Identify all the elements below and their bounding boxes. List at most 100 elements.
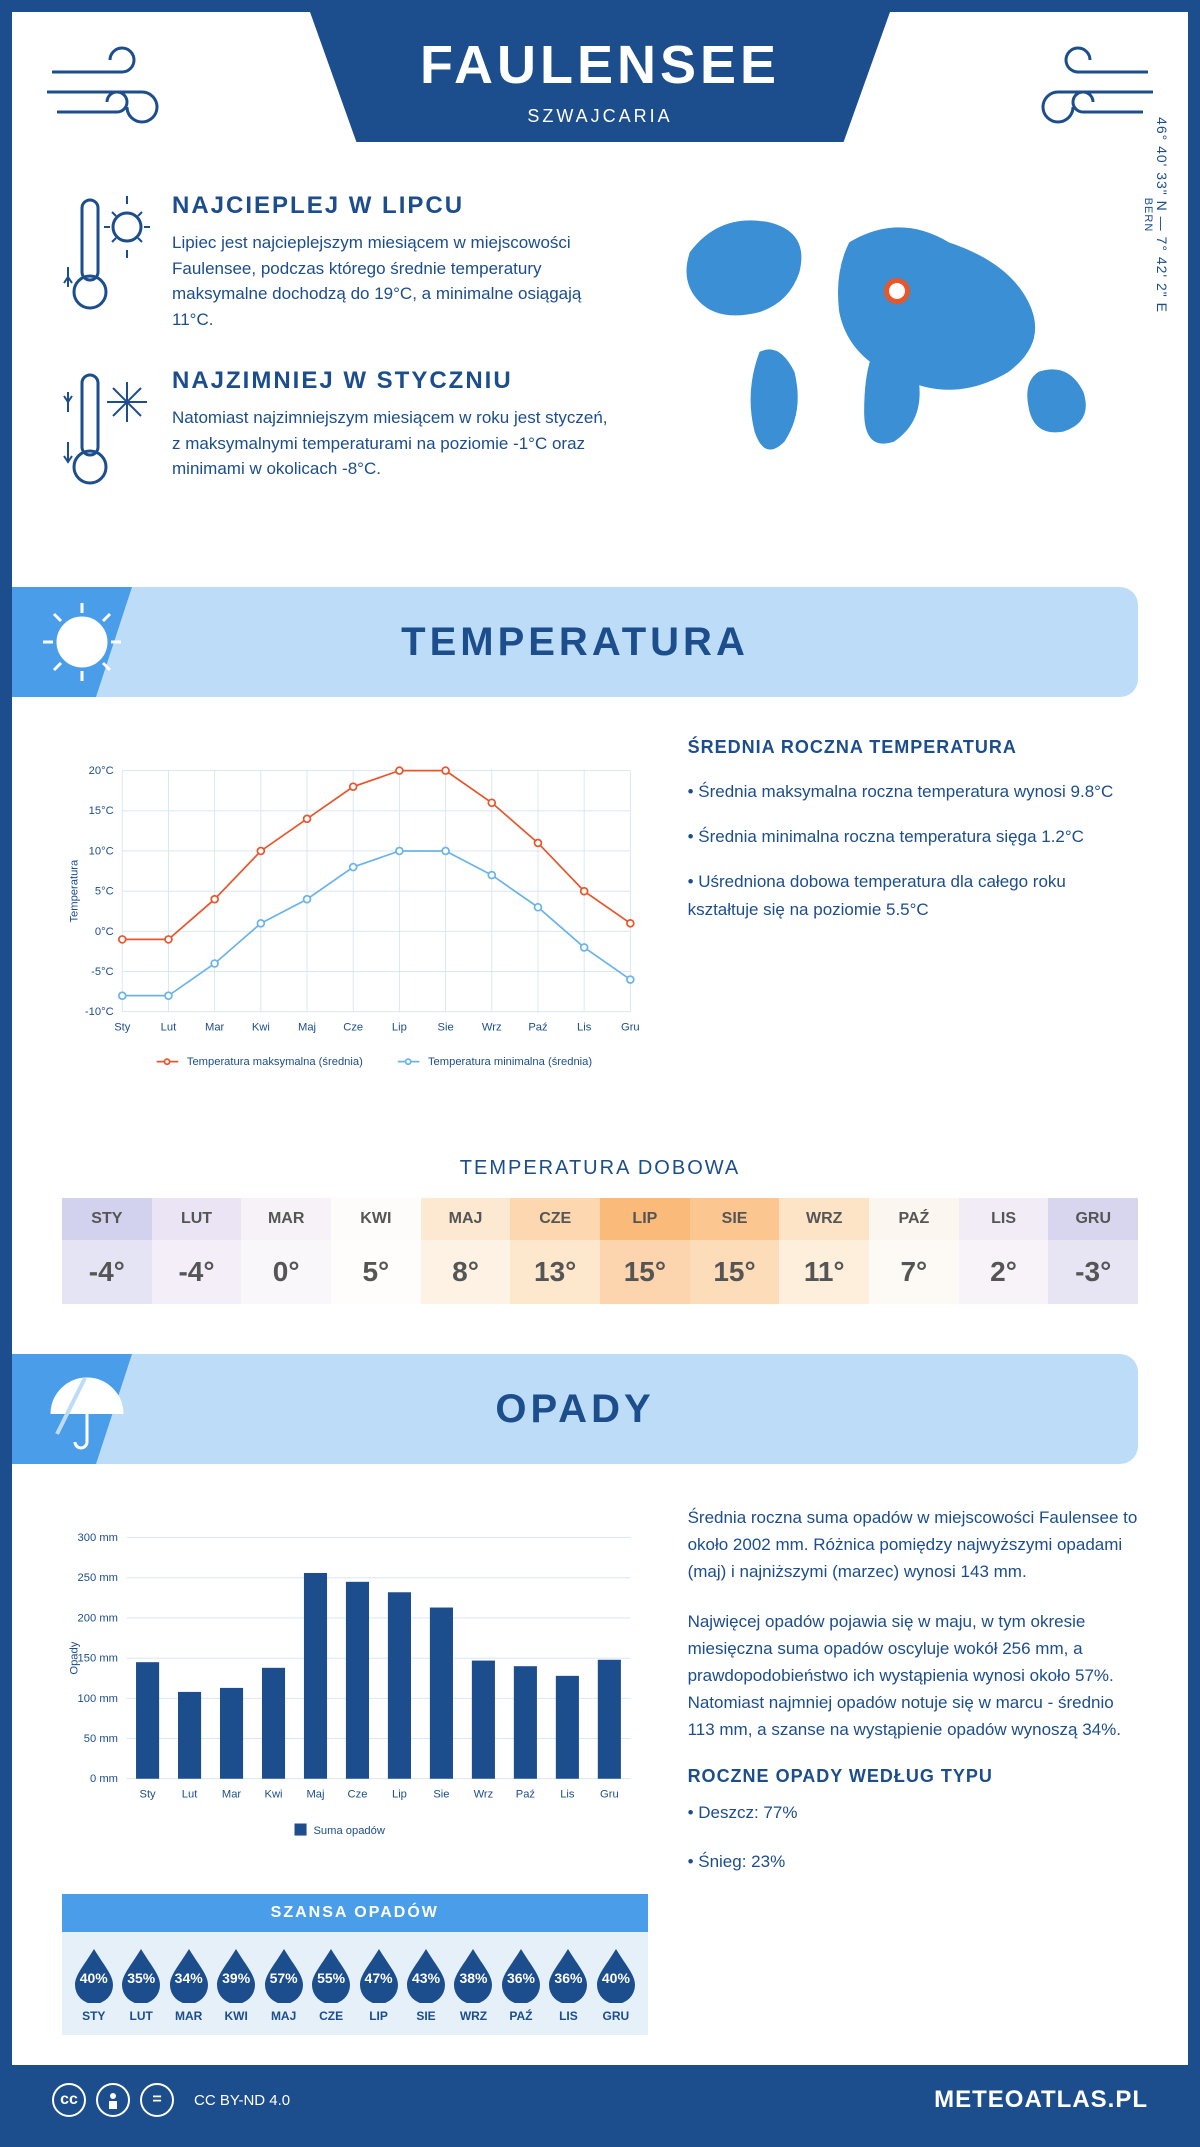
thermometer-hot-icon xyxy=(62,192,152,332)
svg-text:5°C: 5°C xyxy=(95,886,114,898)
rain-chance-item: 38% WRZ xyxy=(450,1947,497,2023)
fact-warmest: NAJCIEPLEJ W LIPCU Lipiec jest najcieple… xyxy=(62,192,610,332)
temp-summary-p3: • Uśredniona dobowa temperatura dla całe… xyxy=(688,868,1138,922)
temp-summary-p1: • Średnia maksymalna roczna temperatura … xyxy=(688,778,1138,805)
raindrop-icon: 40% xyxy=(593,1947,639,2003)
svg-text:Gru: Gru xyxy=(600,1789,619,1801)
daily-cell: PAŹ 7° xyxy=(869,1198,959,1304)
svg-text:Paź: Paź xyxy=(528,1022,548,1034)
raindrop-icon: 36% xyxy=(545,1947,591,2003)
rain-chance-item: 57% MAJ xyxy=(260,1947,307,2023)
temp-summary-p2: • Średnia minimalna roczna temperatura s… xyxy=(688,823,1138,850)
thermometer-cold-icon xyxy=(62,367,152,502)
temperature-summary: ŚREDNIA ROCZNA TEMPERATURA • Średnia mak… xyxy=(688,737,1138,1102)
footer: cc = CC BY-ND 4.0 METEOATLAS.PL xyxy=(12,2065,1188,2135)
precip-p2: Najwięcej opadów pojawia się w maju, w t… xyxy=(688,1608,1138,1744)
nd-icon: = xyxy=(140,2083,174,2117)
intro-section: NAJCIEPLEJ W LIPCU Lipiec jest najcieple… xyxy=(12,172,1188,577)
svg-text:0 mm: 0 mm xyxy=(90,1773,118,1785)
svg-text:10°C: 10°C xyxy=(89,845,114,857)
svg-text:-10°C: -10°C xyxy=(85,1006,114,1018)
svg-text:0°C: 0°C xyxy=(95,926,114,938)
fact-coldest: NAJZIMNIEJ W STYCZNIU Natomiast najzimni… xyxy=(62,367,610,502)
daily-cell: STY -4° xyxy=(62,1198,152,1304)
svg-text:Temperatura maksymalna (średni: Temperatura maksymalna (średnia) xyxy=(187,1056,363,1068)
svg-text:Cze: Cze xyxy=(348,1789,368,1801)
rain-chance-item: 40% STY xyxy=(70,1947,117,2023)
svg-text:Sty: Sty xyxy=(114,1022,131,1034)
rain-chance-item: 47% LIP xyxy=(355,1947,402,2023)
section-title-temp: TEMPERATURA xyxy=(152,620,1138,665)
daily-cell: KWI 5° xyxy=(331,1198,421,1304)
section-title-precip: OPADY xyxy=(152,1387,1138,1432)
svg-text:-5°C: -5°C xyxy=(91,966,114,978)
svg-text:Wrz: Wrz xyxy=(474,1789,494,1801)
svg-text:Mar: Mar xyxy=(222,1789,242,1801)
title-banner: FAULENSEE SZWAJCARIA xyxy=(310,12,890,142)
daily-cell: LIP 15° xyxy=(600,1198,690,1304)
section-banner-precip: OPADY xyxy=(12,1354,1138,1464)
raindrop-icon: 39% xyxy=(213,1947,259,2003)
precipitation-bar-chart: 0 mm50 mm100 mm150 mm200 mm250 mm300 mmS… xyxy=(62,1504,648,1869)
header: FAULENSEE SZWAJCARIA xyxy=(12,12,1188,172)
svg-text:Lut: Lut xyxy=(182,1789,198,1801)
page-title: FAULENSEE xyxy=(310,34,890,96)
sun-icon xyxy=(37,597,127,687)
fact-cold-title: NAJZIMNIEJ W STYCZNIU xyxy=(172,367,610,395)
temp-summary-title: ŚREDNIA ROCZNA TEMPERATURA xyxy=(688,737,1138,758)
rain-chance-item: 36% PAŹ xyxy=(497,1947,544,2023)
svg-text:Sie: Sie xyxy=(433,1789,449,1801)
site-name: METEOATLAS.PL xyxy=(934,2086,1148,2114)
rain-chance-item: 36% LIS xyxy=(545,1947,592,2023)
svg-text:Maj: Maj xyxy=(306,1789,324,1801)
svg-text:300 mm: 300 mm xyxy=(78,1532,118,1544)
umbrella-icon xyxy=(37,1364,127,1454)
svg-text:Temperatura minimalna (średnia: Temperatura minimalna (średnia) xyxy=(428,1056,592,1068)
svg-text:Temperatura: Temperatura xyxy=(69,859,81,923)
svg-text:200 mm: 200 mm xyxy=(78,1612,118,1624)
svg-text:Lut: Lut xyxy=(161,1022,177,1034)
svg-text:Gru: Gru xyxy=(621,1022,640,1034)
coords-city: BERN xyxy=(1142,65,1154,365)
temperature-line-chart: -10°C-5°C0°C5°C10°C15°C20°CStyLutMarKwiM… xyxy=(62,737,648,1102)
raindrop-icon: 43% xyxy=(403,1947,449,2003)
svg-text:Lis: Lis xyxy=(577,1022,592,1034)
precipitation-summary: Średnia roczna suma opadów w miejscowośc… xyxy=(688,1504,1138,2035)
daily-cell: LIS 2° xyxy=(959,1198,1049,1304)
svg-text:50 mm: 50 mm xyxy=(84,1733,118,1745)
fact-hot-body: Lipiec jest najcieplejszym miesiącem w m… xyxy=(172,230,610,332)
daily-cell: LUT -4° xyxy=(152,1198,242,1304)
svg-text:Kwi: Kwi xyxy=(264,1789,282,1801)
precip-type-title: ROCZNE OPADY WEDŁUG TYPU xyxy=(688,1766,1138,1787)
svg-text:Lip: Lip xyxy=(392,1022,407,1034)
cc-icon: cc xyxy=(52,2083,86,2117)
rain-chance-item: 43% SIE xyxy=(402,1947,449,2023)
rain-chance-item: 40% GRU xyxy=(592,1947,639,2023)
svg-text:Suma opadów: Suma opadów xyxy=(313,1825,385,1837)
daily-temp-table: STY -4° LUT -4° MAR 0° KWI 5° MAJ 8° CZE… xyxy=(62,1198,1138,1304)
daily-cell: GRU -3° xyxy=(1048,1198,1138,1304)
svg-text:150 mm: 150 mm xyxy=(78,1653,118,1665)
svg-text:Cze: Cze xyxy=(343,1022,363,1034)
daily-cell: MAJ 8° xyxy=(421,1198,511,1304)
svg-text:100 mm: 100 mm xyxy=(78,1693,118,1705)
rain-chance-item: 55% CZE xyxy=(307,1947,354,2023)
fact-hot-title: NAJCIEPLEJ W LIPCU xyxy=(172,192,610,220)
chance-of-rain-strip: SZANSA OPADÓW 40% STY 35% LUT 34% MAR 39… xyxy=(62,1894,648,2035)
daily-cell: MAR 0° xyxy=(241,1198,331,1304)
svg-text:Lis: Lis xyxy=(560,1789,575,1801)
svg-text:Lip: Lip xyxy=(392,1789,407,1801)
raindrop-icon: 38% xyxy=(450,1947,496,2003)
world-map-icon xyxy=(640,192,1138,472)
svg-text:Opady: Opady xyxy=(69,1641,81,1674)
precip-p1: Średnia roczna suma opadów w miejscowośc… xyxy=(688,1504,1138,1586)
by-icon xyxy=(96,2083,130,2117)
coordinates: 46° 40' 33" N — 7° 42' 2" E BERN xyxy=(1142,65,1170,365)
daily-temp-title: TEMPERATURA DOBOWA xyxy=(12,1157,1188,1180)
chance-title: SZANSA OPADÓW xyxy=(62,1894,648,1932)
svg-text:20°C: 20°C xyxy=(89,765,114,777)
svg-text:15°C: 15°C xyxy=(89,805,114,817)
fact-cold-body: Natomiast najzimniejszym miesiącem w rok… xyxy=(172,405,610,482)
svg-text:Kwi: Kwi xyxy=(252,1022,270,1034)
svg-text:Mar: Mar xyxy=(205,1022,225,1034)
